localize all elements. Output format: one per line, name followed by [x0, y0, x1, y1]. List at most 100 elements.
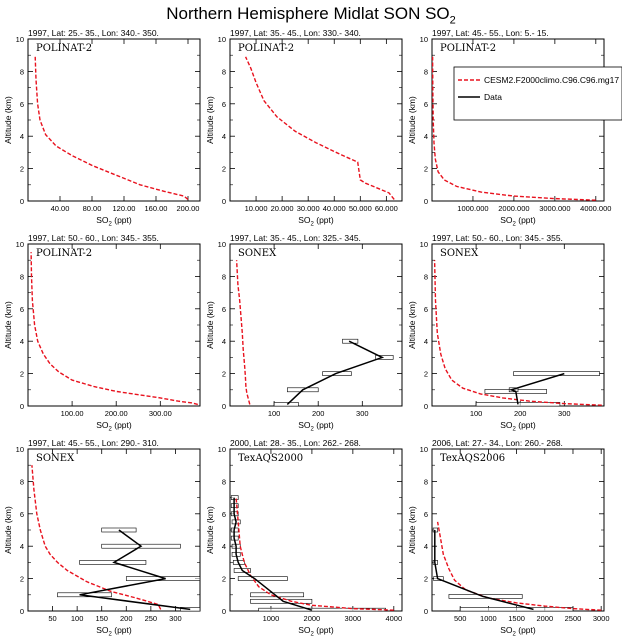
campaign-label: SONEX	[440, 248, 479, 259]
legend-data-label: Data	[484, 92, 502, 102]
plot-area	[235, 260, 394, 406]
x-tick-label: 2000.000	[498, 204, 529, 213]
panel-frame	[229, 38, 403, 202]
y-tick-label: 4	[20, 542, 24, 551]
y-tick-label: 4	[20, 132, 24, 141]
y-tick-label: 4	[424, 132, 428, 141]
y-tick-label: 2	[424, 575, 428, 584]
panel-7: 1997, Lat: 45.- 55., Lon: 290.- 310. SONE…	[3, 438, 201, 638]
plot-area	[31, 465, 200, 611]
panel-header: 1997, Lat: 25.- 35., Lon: 340.- 350.	[28, 28, 159, 38]
x-axis-label: SO2 (ppt)	[96, 420, 132, 433]
panel-header: 2006, Lat: 27.- 34., Lon: 260.- 268.	[432, 438, 563, 448]
y-tick-label: 6	[424, 510, 428, 519]
y-tick-label: 0	[20, 402, 24, 411]
x-tick-label: 1000	[480, 614, 497, 623]
panel-frame	[431, 243, 605, 407]
legend: CESM2.F2000climo.C96.C96.mg17 Data	[453, 66, 622, 121]
model-profile-line	[31, 465, 162, 610]
y-tick-label: 10	[420, 240, 428, 249]
y-tick-label: 10	[218, 35, 226, 44]
x-axis-label: SO2 (ppt)	[298, 625, 334, 638]
campaign-label: TexAQS2006	[440, 453, 505, 464]
figure-title-subscript: 2	[449, 14, 456, 27]
data-error-box	[237, 576, 288, 581]
data-error-box	[459, 607, 574, 611]
y-tick-label: 6	[20, 305, 24, 314]
figure-title: Northern Hemisphere Midlat SON SO2	[0, 4, 622, 26]
y-tick-label: 0	[20, 197, 24, 206]
y-tick-label: 2	[20, 165, 24, 174]
x-axis-label: SO2 (ppt)	[96, 625, 132, 638]
data-error-box	[375, 355, 394, 360]
panel-frame	[229, 448, 403, 612]
panel-6: 1997, Lat: 50.- 60., Lon: 345.- 355. SONE…	[407, 233, 605, 433]
x-tick-label: 10.000	[245, 204, 268, 213]
x-tick-label: 200.00	[177, 204, 200, 213]
model-profile-line	[436, 521, 602, 611]
y-axis-label: Altitude (km)	[205, 96, 215, 144]
x-tick-label: 3000.000	[539, 204, 570, 213]
x-tick-label: 200	[120, 614, 133, 623]
y-tick-label: 6	[20, 100, 24, 109]
y-tick-label: 2	[424, 165, 428, 174]
panel-9: 2006, Lat: 27.- 34., Lon: 260.- 268. TexA…	[407, 438, 610, 638]
x-axis-label: SO2 (ppt)	[500, 420, 536, 433]
panel-header: 1997, Lat: 50.- 60., Lon: 345.- 355.	[432, 233, 563, 243]
y-tick-label: 2	[222, 575, 226, 584]
x-tick-label: 2000	[536, 614, 553, 623]
x-tick-label: 250	[145, 614, 158, 623]
y-tick-label: 4	[222, 542, 226, 551]
x-tick-label: 60.000	[375, 204, 398, 213]
y-tick-label: 10	[218, 445, 226, 454]
legend-box	[453, 66, 622, 121]
x-tick-label: 100.00	[61, 409, 84, 418]
campaign-label: SONEX	[238, 248, 277, 259]
x-tick-label: 100	[268, 409, 281, 418]
y-tick-label: 4	[424, 337, 428, 346]
campaign-label: SONEX	[36, 453, 75, 464]
x-tick-label: 3000	[345, 614, 362, 623]
y-tick-label: 6	[222, 100, 226, 109]
x-tick-label: 50.000	[349, 204, 372, 213]
x-tick-label: 300.00	[149, 409, 172, 418]
x-tick-label: 4000.000	[580, 204, 611, 213]
x-tick-label: 300	[558, 409, 571, 418]
x-tick-label: 3000	[593, 614, 610, 623]
y-tick-label: 8	[424, 272, 428, 281]
x-tick-label: 200.00	[105, 409, 128, 418]
y-tick-label: 10	[16, 35, 24, 44]
y-tick-label: 8	[20, 272, 24, 281]
x-tick-label: 1000	[263, 614, 280, 623]
panel-header: 1997, Lat: 35.- 45., Lon: 330.- 340.	[230, 28, 361, 38]
y-tick-label: 10	[218, 240, 226, 249]
plot-area	[433, 260, 602, 406]
y-tick-label: 8	[20, 67, 24, 76]
data-profile-line	[79, 529, 191, 611]
plot-area	[34, 56, 189, 200]
data-profile-line	[286, 340, 385, 405]
panel-3: 1997, Lat: 45.- 55., Lon: 5.- 15. POLINAT…	[407, 28, 611, 228]
y-tick-label: 4	[424, 542, 428, 551]
x-axis-label: SO2 (ppt)	[500, 625, 536, 638]
plot-area	[432, 56, 596, 201]
y-tick-label: 8	[424, 477, 428, 486]
y-axis-label: Altitude (km)	[205, 506, 215, 554]
campaign-label: POLINAT-2	[36, 248, 92, 259]
x-axis-label: SO2 (ppt)	[298, 215, 334, 228]
y-tick-label: 6	[20, 510, 24, 519]
data-error-box	[513, 371, 600, 376]
x-tick-label: 1500	[508, 614, 525, 623]
plot-area	[432, 521, 602, 611]
x-tick-label: 200	[312, 409, 325, 418]
data-profile-line	[509, 372, 565, 405]
y-tick-label: 8	[20, 477, 24, 486]
model-profile-line	[244, 56, 395, 200]
y-tick-label: 2	[222, 370, 226, 379]
y-axis-label: Altitude (km)	[205, 301, 215, 349]
y-tick-label: 8	[222, 477, 226, 486]
y-tick-label: 0	[20, 607, 24, 616]
x-tick-label: 300	[356, 409, 369, 418]
y-tick-label: 10	[16, 240, 24, 249]
x-axis-label: SO2 (ppt)	[500, 215, 536, 228]
